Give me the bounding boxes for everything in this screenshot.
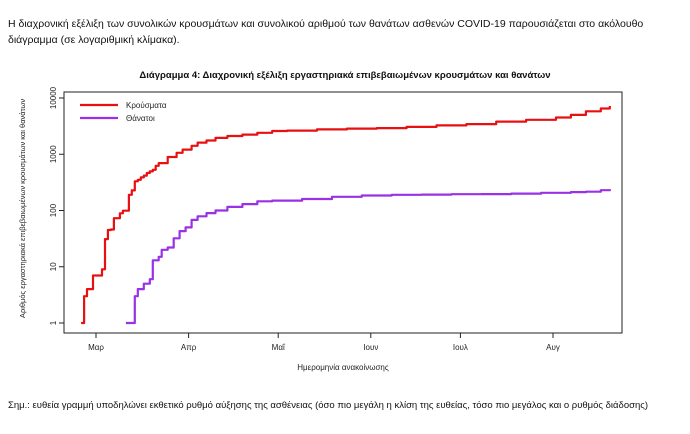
x-tick-label: Μαρ <box>88 343 104 352</box>
chart-legend: Κρούσματα Θάνατοι <box>80 101 167 123</box>
series-line-cases <box>81 106 611 325</box>
chart-title: Διάγραμμα 4: Διαχρονική εξέλιξη εργαστηρ… <box>139 70 551 81</box>
y-tick-label: 100 <box>49 203 58 217</box>
x-tick-label: Ιουν <box>363 343 378 352</box>
y-tick-label: 10000 <box>49 86 58 109</box>
series-line-deaths <box>125 189 611 325</box>
x-tick-label: Μαΐ <box>272 343 286 352</box>
x-tick-label: Ιουλ <box>453 343 468 352</box>
y-tick-label: 10 <box>49 262 58 271</box>
footnote: Σημ.: ευθεία γραμμή υποδηλώνει εκθετικό … <box>8 400 648 411</box>
y-tick-label: 1 <box>49 320 58 325</box>
chart-plot-area <box>81 106 611 325</box>
plot-frame <box>63 91 623 334</box>
legend-label: Θάνατοι <box>126 114 155 123</box>
intro-paragraph: Η διαχρονική εξέλιξη των συνολικών κρουσ… <box>8 18 644 46</box>
y-tick-label: 1000 <box>49 145 58 163</box>
x-tick-label: Αυγ <box>546 343 560 352</box>
x-tick-label: Απρ <box>181 343 197 352</box>
line-chart: 1 10 100 1000 10000 Μαρ Απρ Μαΐ Ιουν Ιουλ Αυγ Ημερο… <box>18 86 623 372</box>
y-axis-label: Αριθμός εργαστηριακά επιβεβαιωμένων κρου… <box>18 99 27 318</box>
legend-label: Κρούσματα <box>126 101 167 110</box>
x-axis-label: Ημερομηνία ανακοίνωσης <box>297 363 389 372</box>
chart-axes: 1 10 100 1000 10000 Μαρ Απρ Μαΐ Ιουν Ιουλ Αυγ Ημερο… <box>18 86 623 372</box>
